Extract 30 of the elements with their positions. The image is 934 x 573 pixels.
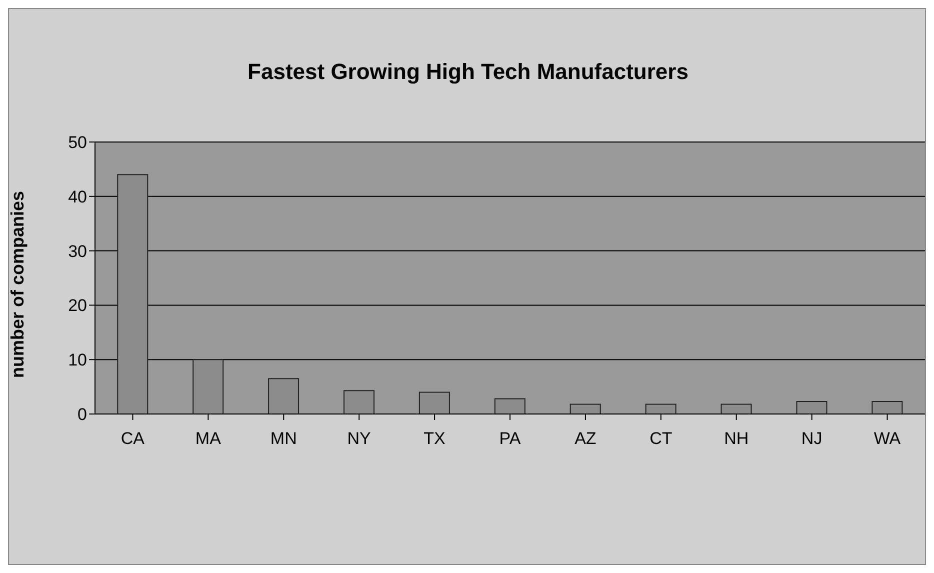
bar <box>720 404 752 414</box>
bar <box>872 400 903 414</box>
bar <box>192 359 224 414</box>
y-tick-label: 50 <box>68 133 87 152</box>
x-tick-label: CA <box>120 429 146 448</box>
bar <box>117 174 148 414</box>
y-tick-label: 10 <box>68 350 87 370</box>
x-tick-label: NY <box>347 429 371 448</box>
bar <box>418 392 450 414</box>
y-tick-label: 0 <box>78 405 87 424</box>
bar <box>494 398 526 414</box>
y-axis-title: number of companies <box>7 190 28 378</box>
x-tick-label: MN <box>270 429 297 448</box>
y-tick-label: 30 <box>68 242 87 261</box>
bar <box>796 400 828 414</box>
chart-title: Fastest Growing High Tech Manufacturers <box>246 59 690 85</box>
x-tick-label: MA <box>195 429 222 448</box>
x-tick-label: NJ <box>801 429 822 448</box>
bar <box>645 404 676 414</box>
bar <box>344 390 374 414</box>
bar <box>268 378 300 414</box>
x-tick-label: PA <box>499 429 522 448</box>
x-tick-label: CT <box>650 429 672 448</box>
x-tick-label: AZ <box>574 429 596 448</box>
x-tick-label: TX <box>424 429 446 448</box>
x-tick-label: WA <box>874 429 902 448</box>
y-tick-label: 20 <box>68 296 87 316</box>
y-tick-label: 40 <box>68 187 87 206</box>
x-tick-label: NH <box>724 429 749 448</box>
bar <box>570 404 601 414</box>
